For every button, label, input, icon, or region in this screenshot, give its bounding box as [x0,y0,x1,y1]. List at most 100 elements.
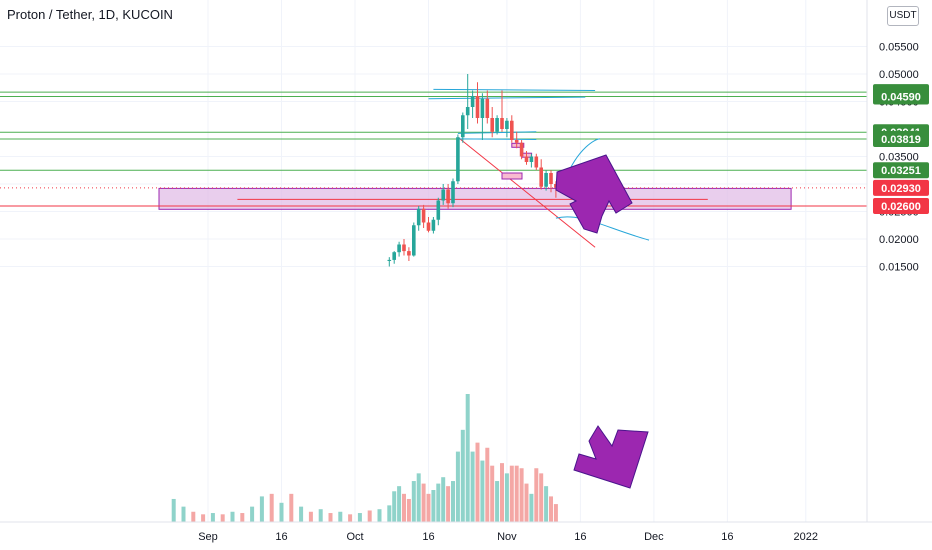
candle-body [446,189,450,204]
volume-bar [279,502,284,522]
candle-body [480,98,485,118]
time-tick-label: Dec [644,531,664,543]
price-tags: 0.046710.045900.039410.038190.032510.029… [873,84,929,214]
volume-bar [421,483,426,522]
volume-bar [524,483,529,522]
candle-body [392,252,396,260]
volume-bar [220,514,225,522]
volume-bars [171,394,558,522]
candle-body [539,167,543,187]
candles [387,74,558,267]
volume-bar [441,477,446,522]
volume-bar [357,513,362,522]
marker-box [511,142,525,148]
volume-bar [490,465,495,522]
volume-bar [406,498,411,522]
volume-bar [495,481,500,522]
candle-body [456,137,460,182]
drawings [428,88,650,248]
top-ray-line [428,96,586,100]
volume-bar [289,493,294,522]
volume-bar [367,510,372,522]
price-tag [873,162,929,179]
candle-body [412,225,416,256]
volume-bar [480,460,485,522]
volume-bar [250,506,255,522]
candle-body [519,142,524,157]
candle-body [505,120,509,129]
price-tag-label: 0.02600 [881,201,921,213]
volume-bar [397,486,402,522]
time-tick-label: 16 [275,531,287,543]
volume-bar [436,483,441,522]
candle-body [407,251,411,256]
candle-body [426,222,431,231]
volume-bar [299,506,304,522]
time-tick-label: 16 [422,531,434,543]
arrows [555,154,649,489]
volume-bar [534,468,539,522]
candle-body [465,107,470,116]
volume-bar [387,505,392,522]
volume-bar [460,429,465,522]
bearish-curve [555,216,650,241]
volume-bar [191,511,196,522]
volume-bar [519,468,524,522]
candle-body [524,156,529,162]
volume-bar [500,463,504,522]
volume-bar [240,513,245,522]
candle-body [500,118,504,129]
volume-bar [485,447,490,522]
volume-bar [318,509,323,522]
volume-bar [259,496,264,522]
chart-title: Proton / Tether, 1D, KUCOIN [7,7,173,22]
candle-body [529,156,534,162]
volume-bar [544,486,549,522]
volume-bar [431,490,436,522]
price-levels [0,91,867,207]
marker-box [501,172,523,180]
volume-bar [539,473,544,522]
time-tick-label: 16 [574,531,586,543]
candle-body [431,219,436,231]
volume-bar [230,511,235,522]
candle-body [441,189,445,201]
price-tag [873,179,929,196]
volume-bar [553,504,558,522]
candle-body [475,96,480,118]
grid-lines [0,0,867,522]
candle-body [436,200,441,220]
volume-bar [451,481,455,522]
bearish-arrow [573,425,649,489]
candle-body [549,173,553,184]
volume-bar [308,511,313,522]
volume-bar [549,496,553,522]
candle-body [402,244,406,252]
price-tag [873,198,929,214]
price-tick-label: 0.05500 [879,42,919,54]
price-axis[interactable]: 0.055000.050000.045000.035000.030000.025… [879,42,919,274]
price-tag-label: 0.03251 [881,165,921,177]
time-tick-label: Sep [198,531,218,543]
candle-body [470,96,475,107]
volume-bar [181,506,186,522]
candle-body [461,115,465,138]
volume-bar [338,511,343,522]
candle-body [544,173,548,187]
time-tick-label: Oct [346,531,363,543]
time-axis[interactable]: Sep 16 Oct 16 Nov 16 Dec 16 2022 [198,531,818,543]
volume-bar [411,481,416,522]
currency-button[interactable]: USDT [887,6,919,26]
candle-body [534,156,539,168]
volume-bar [402,493,406,522]
candle-body [421,208,426,223]
price-tick-label: 0.03500 [879,152,919,164]
time-tick-label: Nov [497,531,517,543]
support-zone [158,187,792,210]
volume-bar [465,394,470,522]
candle-body [495,118,499,132]
candle-body [387,259,392,261]
price-tick-label: 0.01500 [879,262,919,274]
candle-body [510,120,514,140]
